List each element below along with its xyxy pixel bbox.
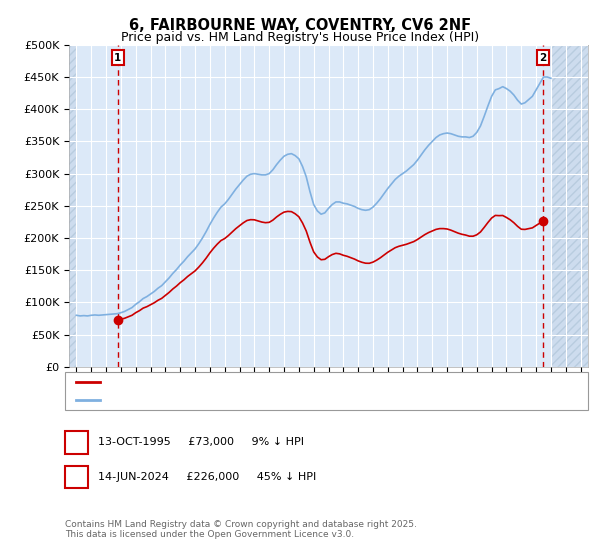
Text: Contains HM Land Registry data © Crown copyright and database right 2025.
This d: Contains HM Land Registry data © Crown c… [65,520,416,539]
Text: 13-OCT-1995     £73,000     9% ↓ HPI: 13-OCT-1995 £73,000 9% ↓ HPI [98,437,304,447]
Text: 6, FAIRBOURNE WAY, COVENTRY, CV6 2NF: 6, FAIRBOURNE WAY, COVENTRY, CV6 2NF [129,18,471,33]
Text: 2: 2 [73,472,80,482]
Bar [551,45,588,367]
Bar [551,45,588,367]
Text: 1: 1 [73,437,80,447]
Bar [69,45,76,367]
Text: Price paid vs. HM Land Registry's House Price Index (HPI): Price paid vs. HM Land Registry's House … [121,31,479,44]
Bar [69,45,76,367]
Text: HPI: Average price, detached house, Coventry: HPI: Average price, detached house, Cove… [107,395,347,405]
Text: 1: 1 [114,53,121,63]
Text: 14-JUN-2024     £226,000     45% ↓ HPI: 14-JUN-2024 £226,000 45% ↓ HPI [98,472,317,482]
Text: 6, FAIRBOURNE WAY, COVENTRY, CV6 2NF (detached house): 6, FAIRBOURNE WAY, COVENTRY, CV6 2NF (de… [107,377,421,387]
Text: 2: 2 [539,53,547,63]
